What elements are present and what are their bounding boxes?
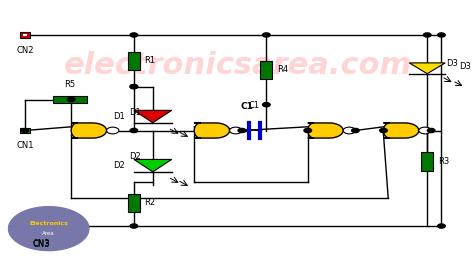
Polygon shape xyxy=(9,207,89,251)
Text: CN3: CN3 xyxy=(16,237,34,246)
Bar xyxy=(128,52,140,70)
Text: R4: R4 xyxy=(277,65,288,74)
Circle shape xyxy=(304,128,311,133)
Bar xyxy=(20,32,30,38)
Text: D3: D3 xyxy=(446,59,458,68)
Polygon shape xyxy=(134,110,172,123)
Circle shape xyxy=(130,33,138,37)
Polygon shape xyxy=(134,159,172,172)
Bar xyxy=(20,223,30,229)
Polygon shape xyxy=(409,63,445,74)
Text: CN3: CN3 xyxy=(33,240,50,249)
Bar xyxy=(39,227,44,230)
Circle shape xyxy=(352,128,359,133)
Bar xyxy=(421,152,433,170)
Bar xyxy=(36,226,47,232)
Circle shape xyxy=(343,127,356,134)
Text: D1: D1 xyxy=(129,108,141,117)
Bar xyxy=(23,34,28,36)
Bar xyxy=(23,225,28,227)
Polygon shape xyxy=(308,123,343,138)
Circle shape xyxy=(130,128,138,133)
Bar xyxy=(260,61,272,79)
Text: CN3: CN3 xyxy=(33,239,50,248)
Text: D2: D2 xyxy=(129,152,141,161)
Text: electronicsarea.com: electronicsarea.com xyxy=(64,51,412,80)
Circle shape xyxy=(263,103,270,107)
Circle shape xyxy=(263,33,270,37)
Circle shape xyxy=(437,33,445,37)
Circle shape xyxy=(229,127,242,134)
Circle shape xyxy=(380,128,387,133)
Text: Electronics: Electronics xyxy=(29,221,68,226)
Polygon shape xyxy=(384,123,419,138)
Circle shape xyxy=(238,128,246,133)
Bar xyxy=(53,96,87,103)
Text: CN1: CN1 xyxy=(16,141,34,150)
Text: R3: R3 xyxy=(438,157,449,166)
Polygon shape xyxy=(194,123,229,138)
Text: Area: Area xyxy=(42,231,55,236)
Circle shape xyxy=(107,127,119,134)
Circle shape xyxy=(130,224,138,228)
Text: D1: D1 xyxy=(113,112,124,121)
Circle shape xyxy=(130,85,138,89)
Text: R2: R2 xyxy=(145,198,156,207)
Text: C1: C1 xyxy=(249,102,260,110)
Circle shape xyxy=(130,85,138,89)
Bar xyxy=(23,129,28,132)
Circle shape xyxy=(68,97,75,102)
Circle shape xyxy=(21,128,29,133)
Circle shape xyxy=(427,128,435,133)
Text: C1: C1 xyxy=(241,102,254,111)
Text: D3: D3 xyxy=(459,62,471,71)
Bar xyxy=(20,128,30,133)
Text: R5: R5 xyxy=(64,80,76,88)
Bar xyxy=(128,194,140,212)
Circle shape xyxy=(424,33,431,37)
Text: D2: D2 xyxy=(113,161,124,170)
Circle shape xyxy=(419,127,431,134)
Polygon shape xyxy=(71,123,107,138)
Text: CN2: CN2 xyxy=(16,46,34,55)
Circle shape xyxy=(437,224,445,228)
Text: R1: R1 xyxy=(145,56,156,65)
